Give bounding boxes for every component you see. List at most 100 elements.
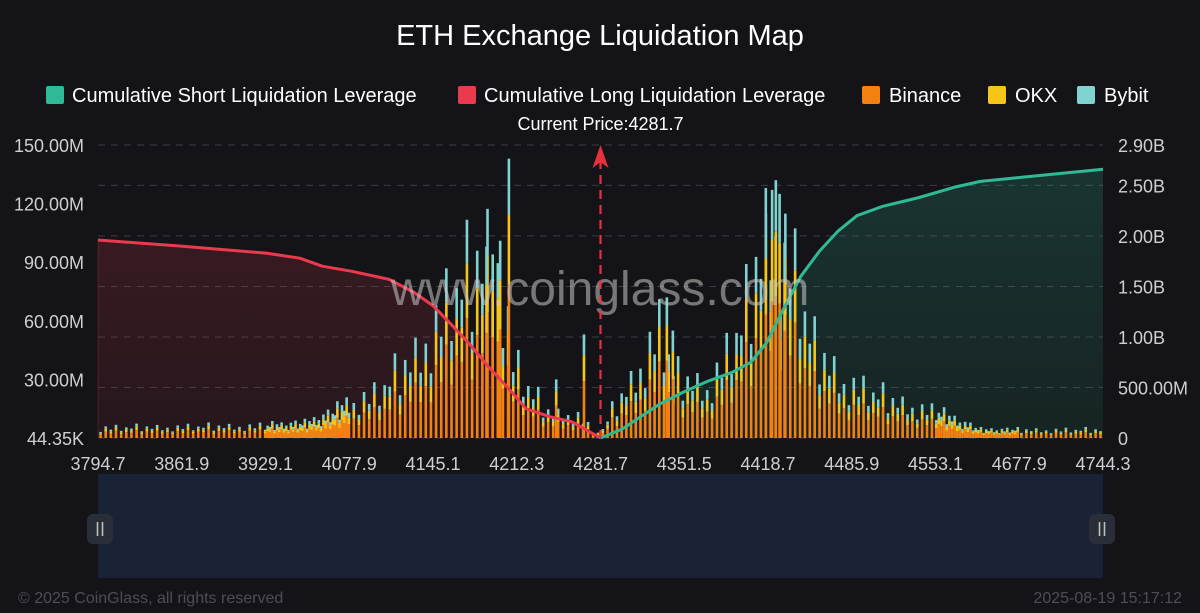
bar-segment-binance [275, 430, 279, 438]
bar-segment-bybit [450, 340, 453, 361]
bar-segment-okx [522, 404, 525, 416]
bar-segment-okx [974, 429, 977, 433]
bar-segment-binance [783, 330, 786, 438]
bar-segment-okx [744, 298, 748, 343]
bar-segment-okx [818, 395, 821, 409]
bar-segment-okx [950, 424, 954, 429]
bar-segment-bybit [202, 427, 205, 430]
bar-segment-bybit [343, 410, 346, 417]
bar-segment-bybit [987, 431, 991, 433]
bar-segment-bybit [1011, 429, 1014, 432]
bar-segment-okx [963, 425, 967, 430]
bar-segment-okx [720, 389, 724, 405]
bar-segment-binance [227, 430, 231, 438]
bar-segment-bybit [740, 335, 743, 356]
bar-segment-bybit [1034, 428, 1038, 431]
bar-segment-binance [979, 431, 983, 438]
bar-segment-okx [945, 426, 949, 431]
bar-segment-binance [971, 433, 975, 438]
bar-segment-binance [896, 421, 900, 438]
bar-segment-binance [398, 414, 402, 438]
bar-segment-bybit [1000, 428, 1004, 431]
bar-segment-okx [345, 405, 348, 416]
bar-segment-okx [934, 423, 938, 429]
bar-segment-okx [658, 326, 661, 362]
bar-segment-binance [1013, 434, 1017, 438]
bar-segment-bybit [710, 403, 714, 411]
bar-segment-binance [1011, 433, 1014, 438]
bar-segment-binance [522, 415, 525, 438]
bar-segment-binance [124, 432, 128, 438]
legend-item-short-cumulative[interactable]: Cumulative Short Liquidation Leverage [46, 85, 417, 107]
bar-segment-binance [667, 392, 671, 438]
bar-segment-bybit [934, 420, 938, 424]
bar-segment-binance [202, 432, 205, 438]
bar-segment-bybit [788, 288, 792, 319]
bar-segment-binance [511, 401, 515, 438]
bar-segment-bybit [217, 425, 221, 428]
bar-segment-bybit [948, 415, 951, 421]
bar-segment-okx [465, 263, 469, 318]
bar-segment-okx [319, 428, 323, 432]
bar-segment-okx [1005, 429, 1009, 433]
bar-segment-binance [470, 379, 474, 438]
bar-segment-binance [1094, 433, 1097, 438]
bar-segment-binance [1049, 435, 1053, 438]
bar-segment-bybit [393, 353, 397, 371]
bar-segment-bybit [620, 393, 623, 403]
bar-segment-binance [987, 434, 991, 438]
bar-segment-bybit [1064, 427, 1068, 430]
bar-segment-binance [1016, 431, 1020, 438]
bar-segment-okx [322, 419, 325, 426]
bar-segment-binance [465, 317, 469, 438]
bar-segment-bybit [1008, 432, 1012, 434]
bar-segment-okx [1008, 433, 1012, 435]
bar-segment-bybit [818, 384, 821, 396]
bar-segment-okx [305, 430, 309, 433]
bar-segment-okx [287, 431, 290, 434]
bar-segment-binance [294, 428, 297, 438]
bar-segment-bybit [507, 158, 511, 215]
bar-segment-bybit [958, 422, 962, 426]
bar-segment-okx [596, 433, 600, 436]
legend-item-bybit[interactable]: Bybit [1077, 85, 1149, 107]
bar-segment-binance [691, 412, 694, 438]
bar-segment-bybit [498, 240, 502, 281]
bar-segment-bybit [429, 373, 433, 387]
bar-segment-binance [551, 426, 555, 438]
zoom-handle-right[interactable] [1089, 514, 1115, 544]
bar-segment-bybit [419, 372, 422, 386]
bar-segment-okx [303, 422, 307, 428]
x-tick-label: 3794.7 [70, 454, 125, 474]
legend-item-okx[interactable]: OKX [988, 85, 1057, 107]
bar-segment-bybit [1084, 426, 1087, 430]
bar-segment-okx [582, 355, 586, 382]
bar-segment-okx [398, 403, 402, 415]
bar-segment-bybit [398, 395, 402, 404]
legend-item-long-cumulative[interactable]: Cumulative Long Liquidation Leverage [458, 85, 825, 107]
bar-segment-binance [347, 424, 351, 438]
bar-segment-bybit [984, 429, 988, 431]
bar-segment-binance [948, 425, 951, 438]
bar-segment-bybit [686, 376, 689, 389]
bar-segment-bybit [481, 283, 484, 315]
current-price-arrow [592, 145, 609, 168]
bar-segment-bybit [517, 349, 520, 368]
legend-item-binance[interactable]: Binance [862, 85, 961, 107]
bar-segment-bybit [238, 426, 241, 430]
y-axis-right: 0 500.00M 1.00B 1.50B 2.00B 2.50B 2.90B [1118, 136, 1188, 449]
bar-segment-binance [886, 424, 890, 438]
cumulative-lines [97, 167, 1104, 440]
bar-segment-binance [1025, 433, 1028, 438]
bar-segment-bybit [367, 403, 371, 411]
bar-segment-binance [1054, 432, 1058, 438]
zoom-range-panel[interactable] [98, 474, 1103, 578]
bar-segment-binance [331, 424, 335, 438]
bar-segment-okx [1059, 432, 1063, 435]
bar-segment-bybit [793, 228, 797, 271]
zoom-handle-left[interactable] [87, 514, 113, 544]
zoom-slider[interactable] [87, 474, 1115, 578]
bar-segment-okx [876, 407, 880, 417]
bar-segment-okx [606, 424, 609, 429]
x-tick-label: 4677.9 [992, 454, 1047, 474]
